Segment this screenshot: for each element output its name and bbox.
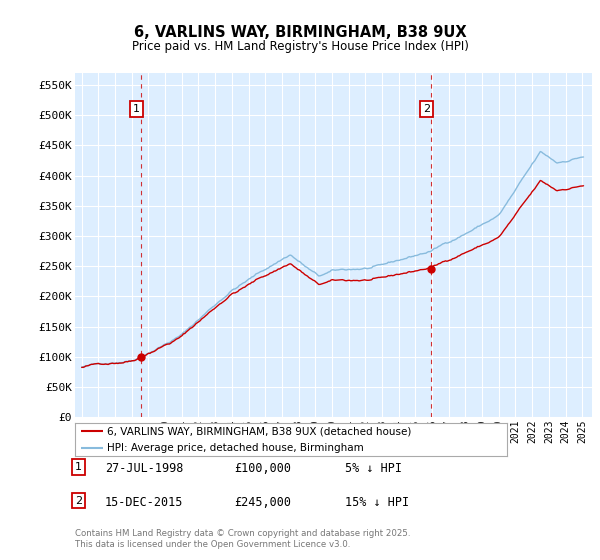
Text: 1: 1 — [75, 462, 82, 472]
Text: 2: 2 — [423, 104, 430, 114]
Text: 1: 1 — [133, 104, 140, 114]
Text: 15% ↓ HPI: 15% ↓ HPI — [345, 496, 409, 508]
Text: £245,000: £245,000 — [234, 496, 291, 508]
Text: 5% ↓ HPI: 5% ↓ HPI — [345, 462, 402, 475]
Text: HPI: Average price, detached house, Birmingham: HPI: Average price, detached house, Birm… — [107, 443, 364, 453]
Text: 6, VARLINS WAY, BIRMINGHAM, B38 9UX (detached house): 6, VARLINS WAY, BIRMINGHAM, B38 9UX (det… — [107, 426, 412, 436]
Text: Price paid vs. HM Land Registry's House Price Index (HPI): Price paid vs. HM Land Registry's House … — [131, 40, 469, 53]
Text: 27-JUL-1998: 27-JUL-1998 — [105, 462, 184, 475]
Text: 15-DEC-2015: 15-DEC-2015 — [105, 496, 184, 508]
Text: Contains HM Land Registry data © Crown copyright and database right 2025.
This d: Contains HM Land Registry data © Crown c… — [75, 529, 410, 549]
Text: 6, VARLINS WAY, BIRMINGHAM, B38 9UX: 6, VARLINS WAY, BIRMINGHAM, B38 9UX — [134, 25, 466, 40]
Text: £100,000: £100,000 — [234, 462, 291, 475]
Text: 2: 2 — [75, 496, 82, 506]
